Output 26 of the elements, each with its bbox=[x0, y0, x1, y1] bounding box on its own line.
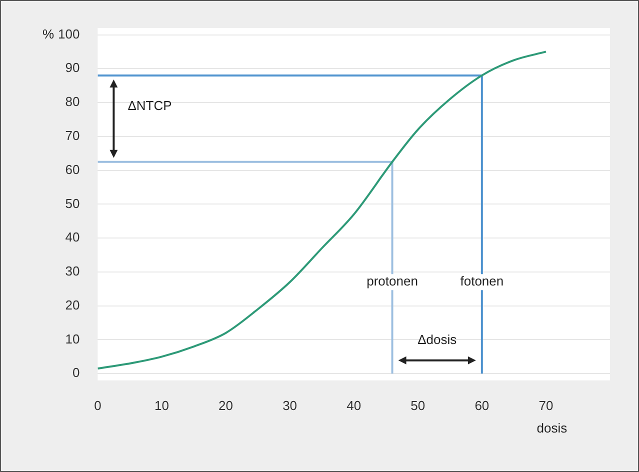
x-tick-label: 10 bbox=[154, 398, 169, 413]
x-tick-label: 30 bbox=[282, 398, 298, 413]
y-tick-label: 20 bbox=[65, 297, 80, 312]
annotation: Δdosis bbox=[418, 332, 458, 347]
y-tick-label: 40 bbox=[65, 230, 80, 245]
y-tick-label: 60 bbox=[65, 162, 80, 177]
x-tick-label: 20 bbox=[218, 398, 233, 413]
y-axis-title: % bbox=[42, 26, 54, 42]
annotation: protonen bbox=[366, 274, 418, 289]
x-tick-label: 70 bbox=[538, 398, 554, 413]
x-tick-label: 0 bbox=[94, 398, 102, 413]
annotation: ΔNTCP bbox=[128, 98, 172, 114]
y-tick-label: 70 bbox=[65, 128, 80, 144]
y-tick-label: 100 bbox=[58, 26, 80, 42]
annotation: fotonen bbox=[460, 274, 504, 289]
y-tick-label: 50 bbox=[65, 196, 80, 211]
x-tick-label: 40 bbox=[346, 398, 362, 413]
x-tick-label: 60 bbox=[474, 398, 490, 413]
y-tick-label: 0 bbox=[72, 365, 80, 380]
x-axis-title: dosis bbox=[536, 420, 568, 436]
line-series bbox=[98, 50, 547, 370]
y-tick-label: 80 bbox=[65, 94, 80, 110]
x-tick-label: 50 bbox=[410, 398, 426, 413]
y-tick-label: 90 bbox=[65, 60, 80, 76]
y-tick-label: 30 bbox=[65, 264, 80, 279]
y-tick-label: 10 bbox=[65, 331, 80, 346]
